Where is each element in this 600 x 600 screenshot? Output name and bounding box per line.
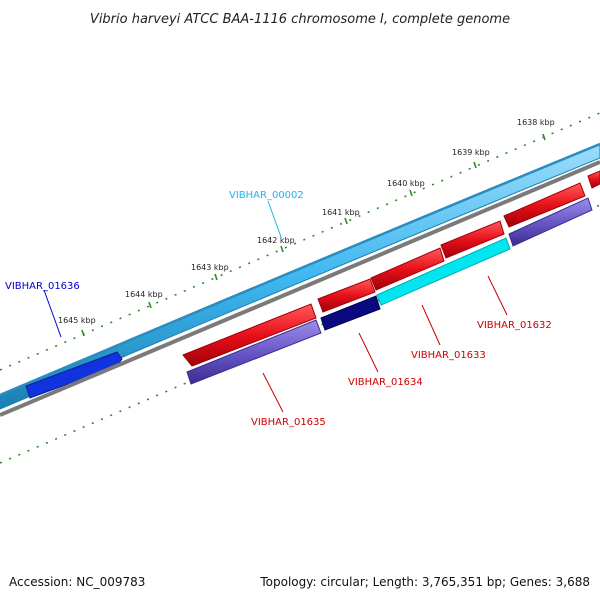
gene-label-vibhar-01633: VIBHAR_01633 bbox=[411, 350, 486, 361]
gene-arrow-red[interactable] bbox=[503, 182, 586, 228]
kbp-label: 1642 kbp bbox=[257, 236, 295, 245]
kbp-label: 1640 kbp bbox=[387, 179, 425, 188]
gene-arrow-red[interactable] bbox=[587, 170, 600, 189]
gene-label-vibhar-01632: VIBHAR_01632 bbox=[477, 320, 552, 331]
accession-text: Accession: NC_009783 bbox=[9, 575, 145, 589]
kbp-label: 1644 kbp bbox=[125, 290, 163, 299]
genome-backbone bbox=[0, 160, 600, 417]
gene-label-vibhar-01634: VIBHAR_01634 bbox=[348, 377, 423, 388]
gene-label-vibhar-01636: VIBHAR_01636 bbox=[5, 281, 80, 292]
gene-label-vibhar-01635: VIBHAR_01635 bbox=[251, 417, 326, 428]
gene-arrow-red[interactable] bbox=[440, 220, 505, 259]
kbp-label: 1641 kbp bbox=[322, 208, 360, 217]
gene-arrow-purple[interactable] bbox=[186, 319, 322, 385]
map-title: Vibrio harveyi ATCC BAA-1116 chromosome … bbox=[90, 12, 510, 27]
gene-vibhar-01633[interactable] bbox=[376, 237, 511, 306]
gene-arrow-purple[interactable] bbox=[508, 197, 593, 247]
forward-strand-track bbox=[0, 142, 600, 410]
gene-vibhar-01634[interactable] bbox=[320, 295, 381, 331]
kbp-label: 1643 kbp bbox=[191, 263, 229, 272]
gene-arrow-red[interactable] bbox=[317, 278, 376, 313]
kbp-label: 1638 kbp bbox=[517, 118, 555, 127]
gene-label-vibhar-00002: VIBHAR_00002 bbox=[229, 190, 304, 201]
reverse-secondary-track bbox=[186, 197, 593, 385]
callout-lines bbox=[43, 200, 508, 413]
ruler-labels: 1638 kbp 1639 kbp 1640 kbp 1641 kbp 1642… bbox=[58, 118, 555, 325]
gene-arrow-red[interactable] bbox=[182, 303, 317, 367]
kbp-label: 1639 kbp bbox=[452, 148, 490, 157]
reverse-strand-track bbox=[182, 170, 600, 367]
gene-vibhar-01636[interactable] bbox=[25, 351, 123, 399]
genome-summary-text: Topology: circular; Length: 3,765,351 bp… bbox=[259, 575, 590, 589]
gene-arrow-red[interactable] bbox=[370, 247, 445, 291]
kbp-label: 1645 kbp bbox=[58, 316, 96, 325]
ruler-major-ticks bbox=[81, 133, 546, 337]
